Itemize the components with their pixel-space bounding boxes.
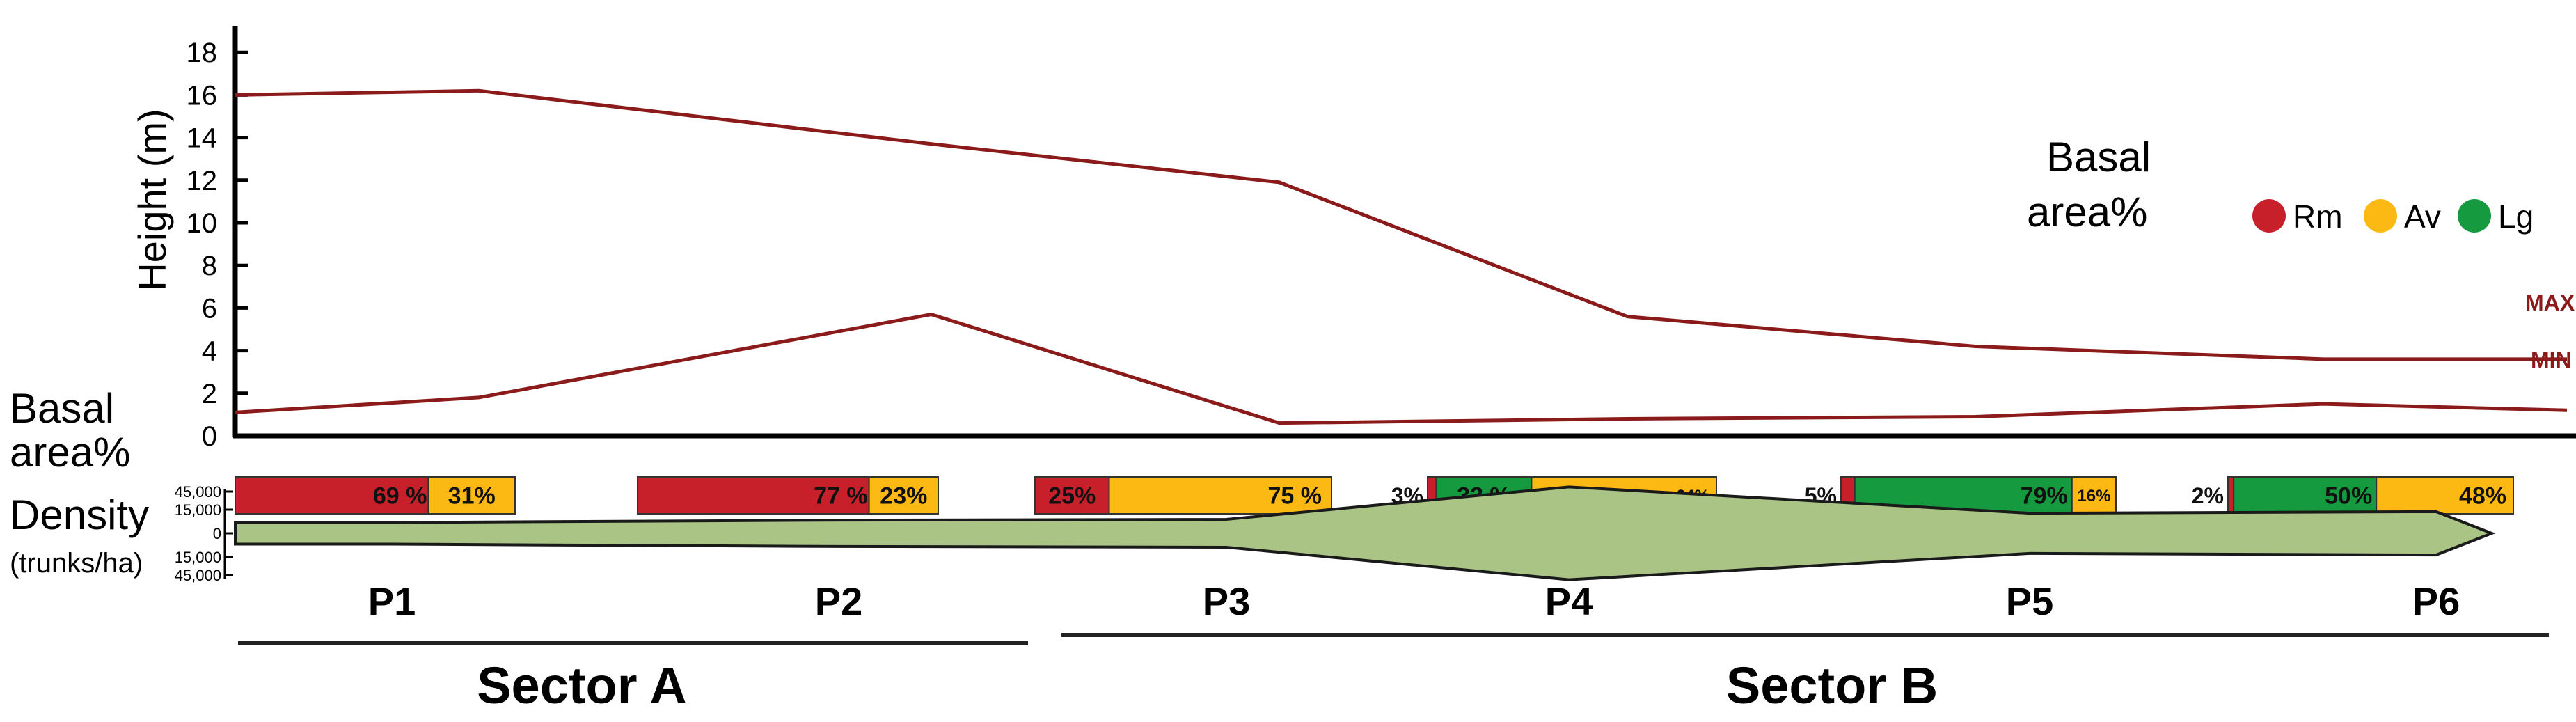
- basal-label-p2-rm: 77 %: [814, 483, 868, 510]
- basal-bar-p6-av: [2376, 476, 2514, 515]
- plot-label-p5: P5: [2006, 579, 2054, 623]
- sector-b-label: Sector B: [1726, 657, 1938, 714]
- basal-label-line2: area%: [10, 429, 130, 476]
- y-tick-label: 12: [187, 166, 218, 196]
- plot-label-p6: P6: [2412, 579, 2460, 623]
- basal-label-p3-av: 75 %: [1268, 483, 1322, 510]
- legend-title-line2: area%: [2027, 189, 2147, 235]
- basal-label-p5-lg: 79%: [2021, 483, 2068, 510]
- max-height-line: [235, 88, 2567, 361]
- density-tick-label: 15,000: [175, 501, 221, 519]
- legend-title-line1: Basal: [2046, 134, 2151, 180]
- basal-row-label: Basal area%: [10, 385, 130, 476]
- basal-label-p2-av: 23%: [880, 483, 927, 510]
- basal-bar-p1-rm: [235, 476, 429, 515]
- legend-items: Rm Av Lg: [2252, 198, 2534, 235]
- y-axis-label: Height (m): [130, 109, 174, 290]
- y-tick-label: 0: [202, 421, 217, 452]
- sector-a-label: Sector A: [477, 657, 687, 714]
- density-tick-label: 45,000: [175, 567, 221, 584]
- y-tick-label: 10: [187, 208, 218, 239]
- height-lines: MAX MIN: [235, 88, 2575, 425]
- legend: Basal area% Rm Av Lg: [2027, 134, 2534, 235]
- y-tick-label: 6: [202, 293, 217, 324]
- basal-label-p1-rm: 69 %: [373, 483, 427, 510]
- rm-legend-swatch: [2252, 199, 2286, 233]
- plot-labels: P1 P2 P3 P4 P5 P6: [368, 579, 2460, 623]
- min-height-line: [235, 313, 2568, 425]
- density-tick-label: 15,000: [175, 549, 221, 566]
- y-tick-label: 14: [187, 123, 218, 154]
- density-tick-label: 0: [213, 525, 221, 542]
- y-tick-label: 16: [187, 80, 218, 111]
- basal-bar-p6-lg: [2233, 476, 2378, 515]
- plot-label-p2: P2: [815, 579, 863, 623]
- basal-label-p6-lg: 50%: [2325, 483, 2372, 510]
- plot-label-p4: P4: [1545, 579, 1593, 623]
- density-label: Density: [10, 492, 149, 538]
- basal-label-line1: Basal: [10, 385, 114, 432]
- basal-label-p3-rm: 25%: [1048, 483, 1096, 510]
- lg-legend-label: Lg: [2498, 198, 2534, 235]
- y-tick-label: 18: [187, 38, 218, 68]
- density-section: Density (trunks/ha) 45,00015,000015,0004…: [10, 483, 2496, 584]
- basal-label-p6-rm: 2%: [2192, 483, 2224, 508]
- av-legend-label: Av: [2404, 198, 2441, 235]
- lg-legend-swatch: [2458, 199, 2491, 233]
- density-tick-label: 45,000: [175, 483, 221, 501]
- max-line-label: MAX: [2525, 290, 2575, 315]
- y-tick-label: 8: [202, 251, 217, 281]
- basal-label-p5-av: 16%: [2077, 487, 2110, 505]
- min-line-label: MIN: [2531, 347, 2572, 372]
- sectors: Sector A Sector B: [238, 633, 2549, 714]
- rm-legend-label: Rm: [2293, 198, 2343, 235]
- plot-label-p3: P3: [1203, 579, 1251, 623]
- basal-label-p6-av: 48%: [2459, 483, 2506, 510]
- height-axis: 0 2 4 6 8 10 12 14 16 18 Height (m): [130, 26, 2576, 452]
- basal-bar-p1-av: [427, 476, 516, 515]
- y-ticks: 0 2 4 6 8 10 12 14 16 18: [187, 38, 248, 452]
- basal-label-p1-av: 31%: [448, 483, 496, 510]
- density-unit-label: (trunks/ha): [10, 548, 143, 579]
- basal-bar-p6-rm: [2227, 476, 2235, 515]
- basal-bar-p5-av: [2071, 476, 2117, 515]
- basal-bar-p3-av: [1108, 476, 1332, 515]
- y-tick-label: 4: [202, 336, 217, 367]
- density-shape: [234, 485, 2496, 581]
- basal-bar-p2-av: [868, 476, 940, 515]
- y-tick-label: 2: [202, 379, 217, 409]
- plot-label-p1: P1: [368, 579, 416, 623]
- av-legend-swatch: [2364, 199, 2397, 233]
